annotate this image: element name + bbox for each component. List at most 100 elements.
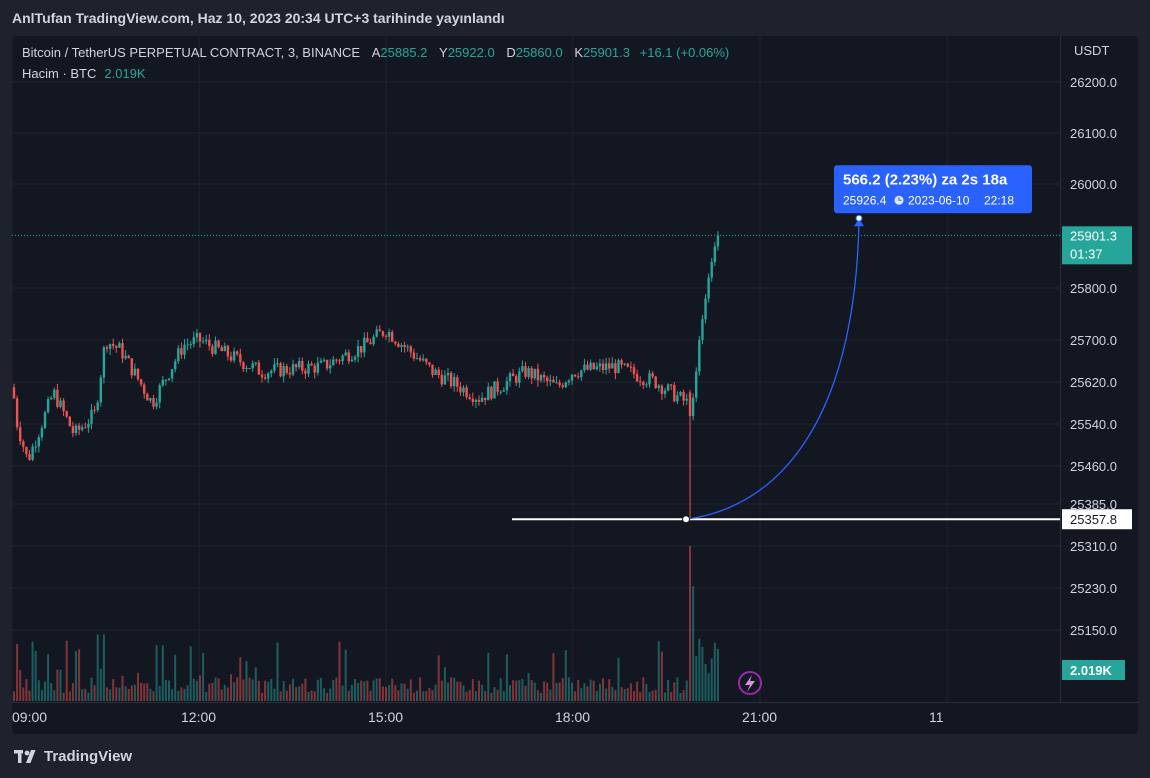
volume-bar [636, 681, 639, 701]
candle-body [115, 345, 118, 348]
candle-body [378, 329, 381, 332]
volume-bar [53, 690, 56, 701]
volume-bar [168, 680, 170, 701]
volume-bar [381, 686, 384, 701]
volume-bar [251, 679, 254, 701]
volume-bar [629, 683, 632, 701]
candle-body [468, 397, 471, 399]
candle-body [477, 399, 481, 402]
volume-bar [68, 691, 71, 701]
candle-body [146, 393, 149, 401]
price-tick-label: 25385.0 [1070, 497, 1117, 512]
candle-body [648, 373, 651, 385]
candle-body [397, 343, 400, 347]
volume-bar [713, 642, 716, 701]
candle-body [409, 346, 412, 353]
candle-body [34, 446, 37, 448]
projection-target-point[interactable] [855, 214, 863, 222]
candle-body [43, 412, 47, 428]
volume-bar [78, 649, 81, 701]
candle-body [698, 340, 701, 372]
candle-body [105, 347, 109, 349]
candle-body [301, 361, 304, 371]
volume-bar [288, 684, 291, 701]
volume-bar [571, 682, 573, 701]
volume-bar [140, 682, 143, 701]
candle-body [691, 397, 695, 417]
candle-body [276, 363, 279, 365]
candle-body [25, 447, 28, 455]
volume-bar [611, 686, 614, 701]
volume-bar [657, 641, 660, 701]
volume-bar [233, 682, 236, 701]
volume-bar [710, 658, 713, 701]
symbol-title[interactable]: Bitcoin / TetherUS PERPETUAL CONTRACT, 3… [22, 45, 361, 60]
level-anchor-point[interactable] [682, 515, 691, 524]
brand-name: TradingView [44, 748, 133, 765]
volume-bar [471, 678, 474, 701]
volume-bar [698, 638, 701, 701]
candle-body [56, 389, 59, 407]
chart-panel[interactable]: 566.2 (2.23%) za 2s 18a 25926.4 2023-06-10… [12, 36, 1138, 734]
candle-body [136, 368, 140, 380]
volume-bar [25, 679, 28, 701]
candle-body [657, 385, 660, 388]
volume-bar [692, 586, 695, 701]
candle-body [490, 386, 493, 399]
volume-bar [143, 683, 146, 701]
candle-body [623, 363, 626, 365]
candle-body [220, 347, 223, 352]
volume-legend: Hacim · BTC 2.019K [22, 66, 146, 81]
volume-bar [19, 670, 22, 701]
currency-label[interactable]: USDT [1074, 43, 1110, 58]
candle-body [654, 376, 657, 388]
volume-bar [223, 684, 226, 701]
candle-body [372, 336, 375, 345]
high-label: Y [439, 45, 448, 60]
volume-bar [608, 679, 611, 701]
candle-body [558, 382, 561, 386]
volume-bar [16, 643, 19, 701]
candle-body [285, 366, 288, 373]
candle-body [462, 387, 465, 393]
projection-curve[interactable] [685, 222, 860, 520]
volume-bar [307, 691, 310, 701]
candle-body [229, 356, 233, 361]
volume-bar [595, 690, 598, 701]
candle-body [561, 385, 564, 388]
volume-bar [273, 688, 276, 701]
candle-body [688, 392, 692, 417]
volume-bar [574, 691, 577, 701]
candle-body [406, 346, 409, 348]
candle-body [31, 446, 34, 460]
candle-body [679, 392, 682, 396]
candle-body [375, 329, 378, 337]
volume-bar [137, 672, 139, 701]
chart-canvas[interactable]: 566.2 (2.23%) za 2s 18a 25926.4 2023-06-10… [12, 36, 1138, 734]
candle-body [77, 425, 81, 430]
volume-bar [462, 685, 465, 701]
candle-body [434, 369, 437, 375]
candle-body [713, 246, 717, 262]
volume-bar [106, 687, 108, 701]
tradingview-brand[interactable]: TradingView [14, 748, 132, 765]
candle-body [130, 358, 133, 376]
volume-bar [403, 683, 406, 701]
candle-body [412, 352, 416, 359]
volume-bar [670, 691, 673, 701]
candle-body [369, 342, 372, 345]
volume-bar [524, 685, 527, 701]
candle-body [19, 427, 22, 442]
close-value: 25901.3 [583, 45, 631, 60]
volume-bar [161, 645, 164, 701]
volume-badge [1062, 660, 1125, 680]
volume-bar [425, 691, 428, 701]
volume-label[interactable]: Hacim · BTC [22, 66, 97, 81]
candle-body [487, 386, 490, 401]
volume-bar [357, 682, 360, 701]
volume-bar [363, 681, 366, 701]
volume-bar [654, 689, 657, 701]
candle-body [28, 454, 31, 460]
candle-body [294, 364, 298, 368]
volume-bar [502, 691, 505, 701]
